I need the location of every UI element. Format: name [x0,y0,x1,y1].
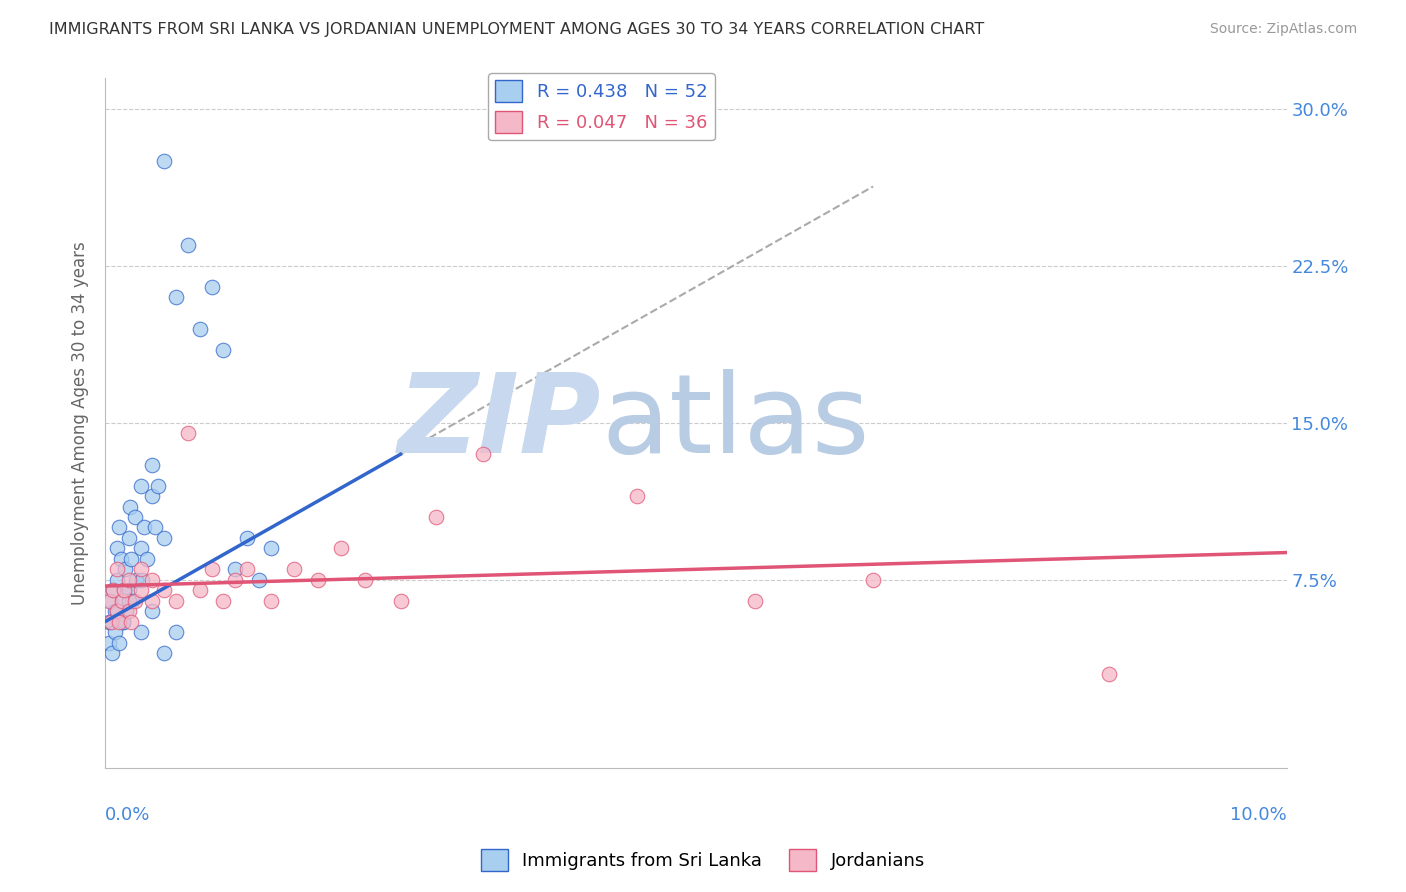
Point [111,593,134,607]
Point [129,478,152,492]
Point [141,489,163,503]
Point [100,615,122,629]
Point [188,322,211,336]
Point [389,593,412,607]
Point [224,573,246,587]
Point [118,583,141,598]
Point [111,615,134,629]
Point [744,593,766,607]
Point [259,593,281,607]
Point [134,520,156,534]
Point [103,583,125,598]
Point [108,635,131,649]
Point [153,531,176,545]
Point [472,447,495,461]
Point [121,593,143,607]
Point [148,478,170,492]
Point [97,635,120,649]
Point [177,426,200,441]
Point [112,583,135,598]
Point [259,541,281,556]
Point [153,646,176,660]
Point [862,573,884,587]
Text: atlas: atlas [602,369,870,476]
Text: ZIP: ZIP [398,369,602,476]
Point [212,593,235,607]
Legend: R = 0.438   N = 52, R = 0.047   N = 36: R = 0.438 N = 52, R = 0.047 N = 36 [488,73,714,140]
Point [112,583,135,598]
Point [135,551,157,566]
Legend: Immigrants from Sri Lanka, Jordanians: Immigrants from Sri Lanka, Jordanians [474,842,932,879]
Point [165,625,187,640]
Point [141,458,163,472]
Point [143,520,166,534]
Text: Source: ZipAtlas.com: Source: ZipAtlas.com [1209,22,1357,37]
Point [129,625,152,640]
Point [200,280,222,294]
Point [165,290,187,304]
Point [307,573,329,587]
Point [105,573,128,587]
Point [236,562,259,576]
Point [153,583,176,598]
Text: 0.0%: 0.0% [105,805,150,823]
Point [115,604,138,618]
Point [129,541,152,556]
Point [120,551,142,566]
Point [111,593,134,607]
Point [141,604,163,618]
Point [108,615,131,629]
Point [104,604,127,618]
Point [114,562,136,576]
Point [118,593,141,607]
Point [200,562,222,576]
Point [120,615,142,629]
Point [110,551,132,566]
Point [105,604,128,618]
Point [165,593,187,607]
Point [97,615,120,629]
Point [247,573,270,587]
Point [111,615,134,629]
Point [212,343,235,357]
Point [153,154,176,169]
Point [425,510,447,524]
Point [97,593,120,607]
Point [224,562,246,576]
Point [108,520,131,534]
Point [141,593,163,607]
Point [105,604,128,618]
Point [141,573,163,587]
Point [354,573,377,587]
Point [118,531,141,545]
Point [131,573,153,587]
Point [1098,666,1121,681]
Point [104,625,127,640]
Point [118,500,141,514]
Point [124,510,146,524]
Point [118,604,141,618]
Point [105,562,128,576]
Point [330,541,353,556]
Point [129,562,152,576]
Point [103,583,125,598]
Point [236,531,259,545]
Point [101,646,124,660]
Point [129,583,152,598]
Point [118,573,141,587]
Text: 10.0%: 10.0% [1230,805,1286,823]
Point [188,583,211,598]
Point [626,489,648,503]
Point [177,238,200,252]
Point [125,573,148,587]
Point [124,593,146,607]
Point [283,562,305,576]
Point [100,593,122,607]
Text: IMMIGRANTS FROM SRI LANKA VS JORDANIAN UNEMPLOYMENT AMONG AGES 30 TO 34 YEARS CO: IMMIGRANTS FROM SRI LANKA VS JORDANIAN U… [49,22,984,37]
Point [100,615,122,629]
Y-axis label: Unemployment Among Ages 30 to 34 years: Unemployment Among Ages 30 to 34 years [72,241,89,605]
Point [105,541,128,556]
